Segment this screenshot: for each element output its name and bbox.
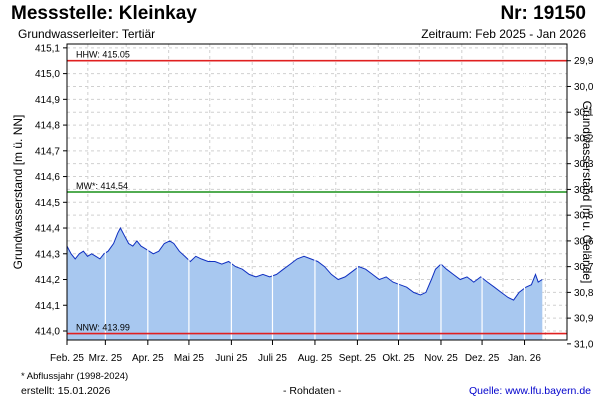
hhw-label: HHW: 415.05: [76, 50, 130, 60]
y2-tick-label: 30,5: [574, 211, 594, 222]
water-level-line: [66, 226, 543, 301]
x-tick-label: Juli 25: [258, 353, 287, 364]
x-tick-label: Mrz. 25: [89, 353, 123, 364]
x-tick-label: Juni 25: [215, 353, 248, 364]
y-tick-label: 414,0: [35, 326, 60, 337]
nnw-label: NNW: 413.99: [76, 323, 130, 333]
y2-tick-label: 30,8: [574, 288, 594, 299]
y2-tick-label: 30,4: [574, 185, 594, 196]
created-date: erstellt: 15.01.2026: [21, 385, 111, 397]
y2-axis-label: Grundwasserstand [m u. Gelände]: [580, 101, 594, 284]
y2-tick-label: 29,9: [574, 56, 594, 67]
y2-tick-label: 30,9: [574, 314, 594, 325]
x-tick-label: Jan. 26: [508, 353, 541, 364]
y-tick-label: 414,7: [35, 146, 60, 157]
y-tick-label: 414,1: [35, 301, 60, 312]
y-tick-label: 414,3: [35, 249, 60, 260]
y2-tick-label: 30,3: [574, 159, 594, 170]
x-tick-label: Sept. 25: [339, 353, 377, 364]
water-level-area: [67, 228, 543, 340]
left-axis-ticks: 415,1 415,0 414,9 414,8 414,7 414,6 414,5 414,4…: [35, 43, 67, 337]
time-period: Zeitraum: Feb 2025 - Jan 2026: [421, 27, 586, 41]
y-tick-label: 414,5: [35, 198, 60, 209]
right-axis-ticks: 29,9 30,0 30,1 30,2 30,3 30,4 30,5 30,6 30,7 30,8…: [567, 56, 594, 350]
y2-tick-label: 30,7: [574, 262, 594, 273]
footnote: * Abflussjahr (1998-2024): [21, 371, 129, 382]
plot-border: [66, 43, 568, 341]
y2-tick-label: 30,2: [574, 133, 594, 144]
reference-lines: HHW: 415.05 MW*: 414.54 NNW: 413.99: [67, 50, 567, 335]
x-axis-ticks: Feb. 25 Mrz. 25 Apr. 25 Mai 25 Juni 25 Juli 2…: [50, 340, 541, 364]
x-tick-label: Okt. 25: [382, 353, 415, 364]
y2-tick-label: 30,1: [574, 108, 594, 119]
y-axis-label: Grundwasserstand [m ü. NN]: [11, 115, 25, 270]
y-tick-label: 415,0: [35, 69, 60, 80]
source-link[interactable]: Quelle: www.lfu.bayern.de: [469, 385, 591, 397]
x-tick-label: Nov. 25: [424, 353, 458, 364]
y2-tick-label: 30,0: [574, 82, 594, 93]
y2-tick-label: 30,6: [574, 236, 594, 247]
station-number: Nr: 19150: [500, 3, 586, 24]
x-tick-label: Aug. 25: [298, 353, 333, 364]
aquifer-subtitle: Grundwasserleiter: Tertiär: [18, 27, 156, 41]
y-tick-label: 414,2: [35, 275, 60, 286]
x-tick-label: Dez. 25: [465, 353, 500, 364]
y-tick-label: 415,1: [35, 43, 60, 54]
mw-label: MW*: 414.54: [76, 181, 128, 191]
x-tick-label: Apr. 25: [132, 353, 164, 364]
y2-tick-label: 31,0: [574, 339, 594, 350]
y-tick-label: 414,8: [35, 121, 60, 132]
y-tick-label: 414,9: [35, 95, 60, 106]
station-title: Messstelle: Kleinkay: [11, 3, 197, 24]
y-tick-label: 414,4: [35, 224, 60, 235]
x-tick-label: Feb. 25: [50, 353, 84, 364]
x-tick-label: Mai 25: [174, 353, 204, 364]
raw-data-note: - Rohdaten -: [283, 385, 342, 397]
y-tick-label: 414,6: [35, 172, 60, 183]
